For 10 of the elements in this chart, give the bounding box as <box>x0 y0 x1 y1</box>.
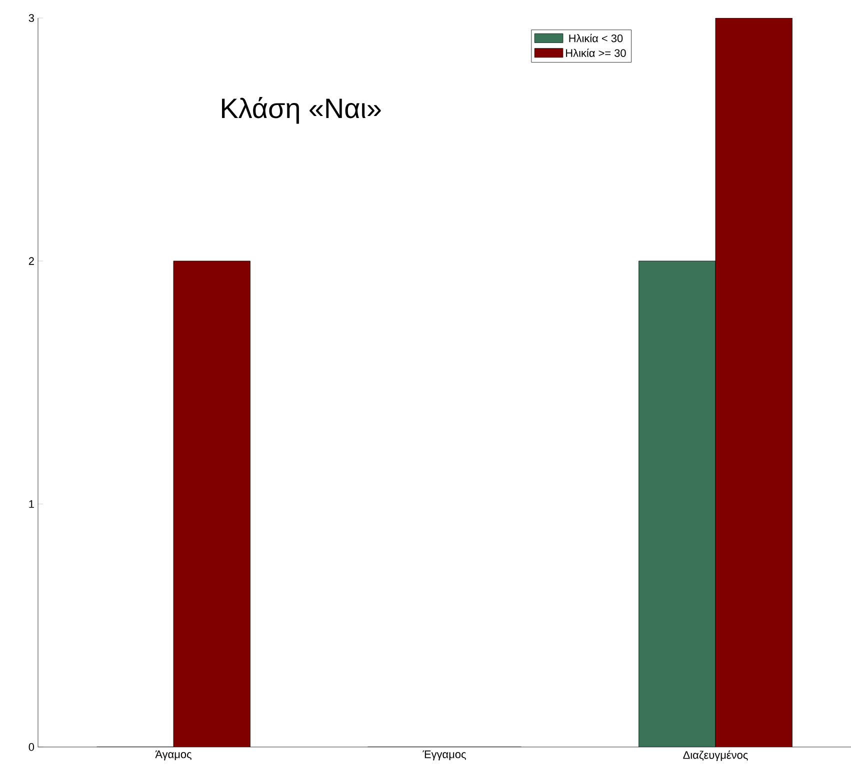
x-tick-label: Διαζευγμένος <box>683 750 748 762</box>
legend-label: Ηλικία >= 30 <box>566 48 626 57</box>
x-tick-label: Άγαμος <box>155 750 192 760</box>
legend-label: Ηλικία < 30 <box>569 34 623 42</box>
y-tick-label: 1 <box>29 500 34 508</box>
y-tick-label: 3 <box>28 14 34 22</box>
x-tick-label: Έγγαμος <box>422 750 466 760</box>
y-tick-label: 0 <box>28 743 34 751</box>
y-tick-label: 2 <box>28 257 34 265</box>
text: Κλάση «Ναι» <box>222 96 381 124</box>
